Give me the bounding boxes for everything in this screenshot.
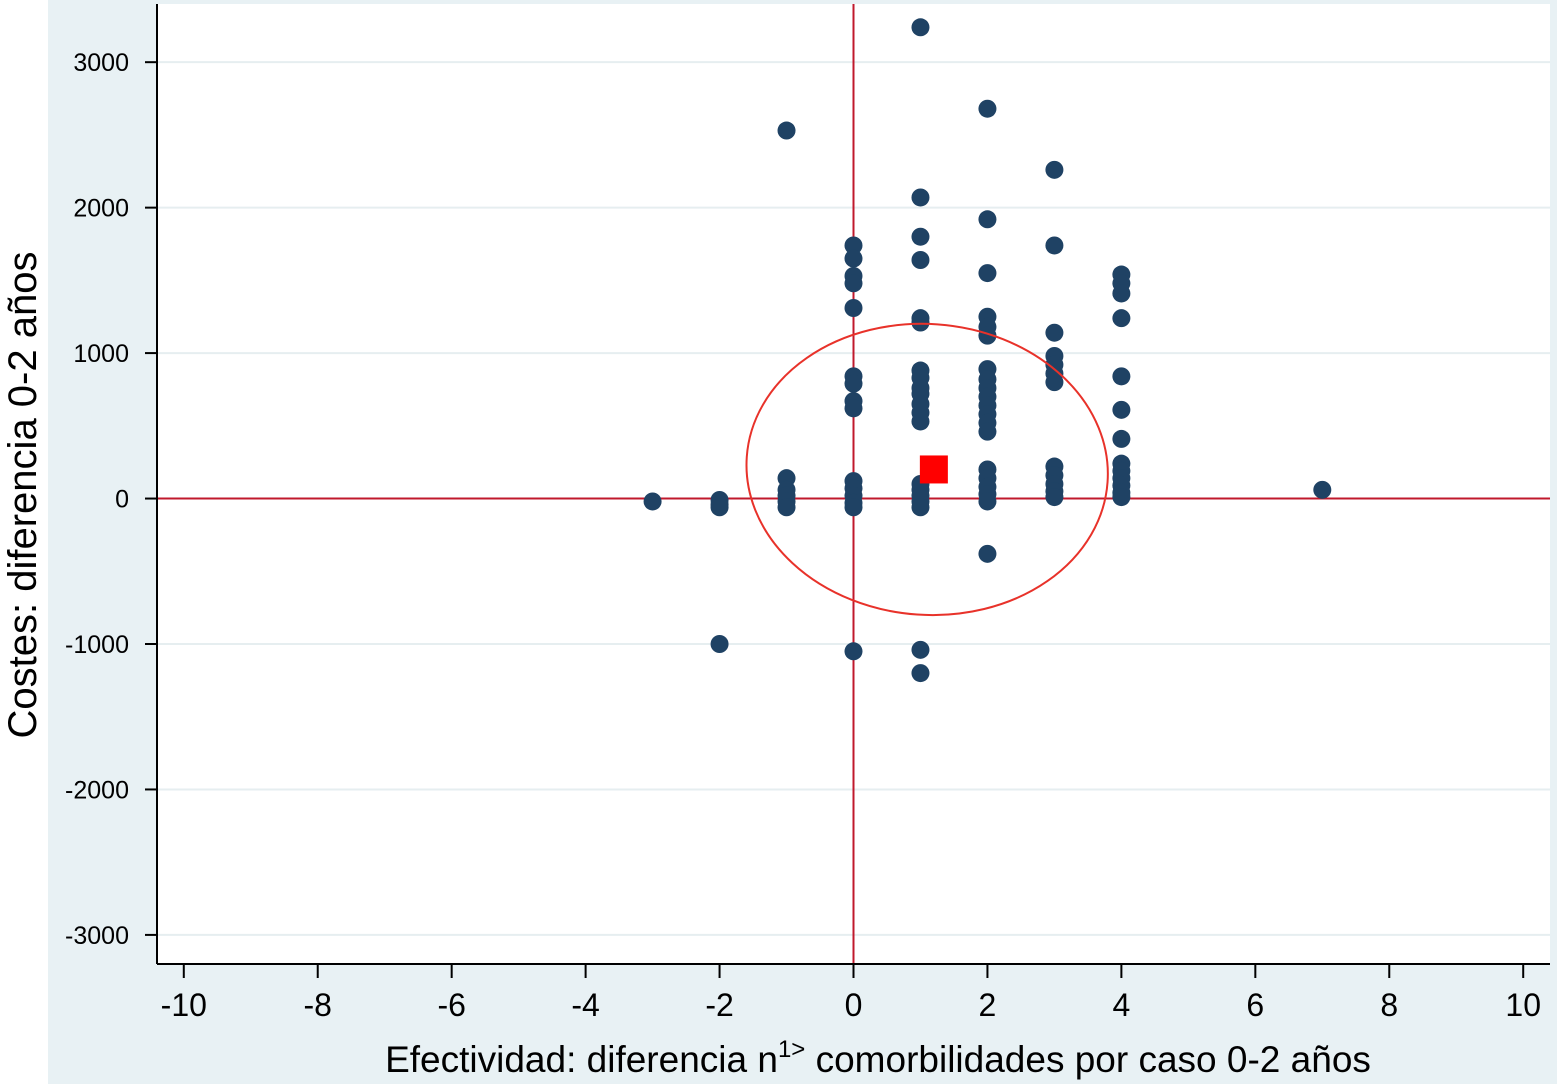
y-tick-label: -3000: [65, 922, 129, 950]
x-axis-label: Efectividad: diferencia n1> comorbilidad…: [385, 1036, 1371, 1080]
data-point: [1112, 488, 1131, 507]
data-point: [911, 251, 930, 269]
data-point: [1112, 400, 1131, 419]
data-point: [1045, 373, 1064, 392]
data-point: [1045, 160, 1064, 179]
x-axis-label-superscript: 1>: [778, 1036, 805, 1063]
x-tick-label: -10: [161, 987, 207, 1023]
data-point: [643, 492, 662, 511]
y-tick-label: 1000: [73, 340, 129, 368]
data-point: [911, 227, 930, 246]
data-point: [844, 236, 863, 255]
data-point: [911, 498, 930, 517]
data-point: [844, 299, 863, 317]
data-point: [844, 274, 863, 293]
data-point: [978, 544, 997, 563]
y-tick-label: 0: [115, 486, 129, 514]
data-point: [1112, 309, 1131, 328]
data-point: [844, 374, 863, 393]
x-tick-label: 8: [1380, 987, 1398, 1023]
data-point: [844, 642, 863, 661]
data-point: [978, 264, 997, 283]
data-point: [978, 326, 997, 345]
x-tick-label: 4: [1112, 987, 1130, 1023]
y-axis-ticks: -3000 -2000 -1000 0 1000 2000 3000: [65, 49, 157, 950]
x-tick-label: -6: [437, 987, 465, 1023]
data-point: [710, 498, 729, 517]
y-tick-label: 2000: [73, 195, 129, 223]
data-point: [1313, 480, 1332, 499]
y-tick-label: -2000: [65, 776, 129, 804]
data-point: [911, 640, 930, 659]
data-point: [911, 188, 930, 207]
data-point: [911, 664, 930, 683]
data-point: [911, 313, 930, 332]
data-point: [1045, 488, 1064, 507]
y-axis-label: Costes: diferencia 0-2 años: [1, 252, 45, 739]
x-tick-label: 2: [979, 987, 997, 1023]
data-points: [643, 18, 1332, 683]
data-point: [777, 498, 796, 517]
x-axis-ticks: -10 -8 -6 -4 -2 0 2 4 6 8 10: [161, 964, 1541, 1023]
data-point: [978, 492, 997, 511]
x-tick-label: -8: [304, 987, 332, 1023]
data-point: [1112, 367, 1131, 386]
x-axis-label-rest: comorbilidades por caso 0-2 años: [805, 1039, 1371, 1080]
data-point: [911, 412, 930, 431]
data-point: [1045, 236, 1064, 255]
data-point: [911, 18, 930, 37]
data-point: [1045, 323, 1064, 342]
data-point: [844, 249, 863, 268]
x-tick-label: 6: [1246, 987, 1264, 1023]
mean-point: [919, 455, 948, 484]
data-point: [844, 399, 863, 418]
data-point: [1112, 429, 1131, 448]
y-tick-label: -1000: [65, 631, 129, 659]
data-point: [978, 210, 997, 229]
data-point: [777, 121, 796, 140]
x-tick-label: -4: [571, 987, 599, 1023]
data-point: [844, 498, 863, 517]
x-tick-label: 0: [845, 987, 863, 1023]
confidence-ellipse: [745, 322, 1109, 617]
x-tick-label: -2: [705, 987, 733, 1023]
data-point: [1112, 284, 1131, 303]
data-point: [978, 422, 997, 441]
data-point: [978, 99, 997, 118]
data-point: [710, 635, 729, 653]
x-axis-label-main: Efectividad: diferencia n: [385, 1039, 778, 1080]
y-tick-label: 3000: [73, 49, 129, 77]
x-tick-label: 10: [1505, 987, 1541, 1023]
